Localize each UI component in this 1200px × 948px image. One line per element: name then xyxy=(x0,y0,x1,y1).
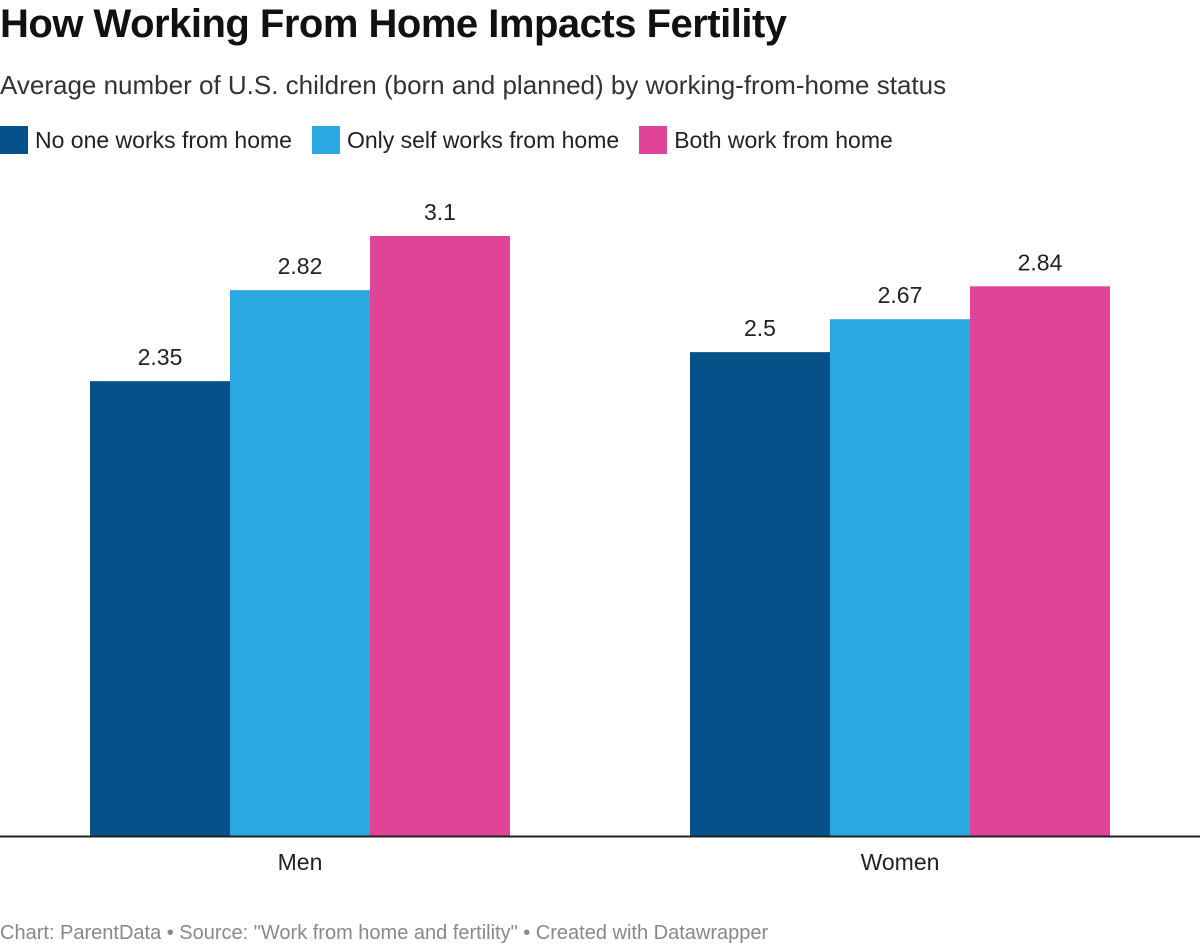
legend-swatch-both xyxy=(639,126,668,154)
x-tick-label-women: Women xyxy=(861,849,940,875)
legend-swatch-no-one xyxy=(0,126,28,154)
x-tick-label-men: Men xyxy=(278,849,323,875)
legend-label-both: Both work from home xyxy=(674,126,893,153)
bar-men-no-one-works-from-home xyxy=(90,381,230,836)
chart-footer: Chart: ParentData • Source: "Work from h… xyxy=(0,922,769,944)
legend-item-only-self: Only self works from home xyxy=(311,126,620,154)
legend-label-no-one: No one works from home xyxy=(35,126,292,153)
legend-item-no-one: No one works from home xyxy=(0,126,292,154)
data-label-women-no-one-works-from-home: 2.5 xyxy=(744,315,776,341)
bar-women-no-one-works-from-home xyxy=(690,352,830,836)
data-label-men-both-work-from-home: 3.1 xyxy=(424,199,456,225)
bar-men-only-self-works-from-home xyxy=(230,290,370,836)
legend-label-only-self: Only self works from home xyxy=(346,126,620,153)
bar-women-both-work-from-home xyxy=(970,286,1110,836)
legend: No one works from home Only self works f… xyxy=(0,126,913,154)
bar-chart: 2.35 2.82 3.1 Men 2.5 2.67 2.84 Women xyxy=(0,199,1200,875)
bar-men-both-work-from-home xyxy=(370,236,510,836)
data-label-women-both-work-from-home: 2.84 xyxy=(1018,249,1063,275)
data-label-women-only-self-works-from-home: 2.67 xyxy=(878,282,923,308)
bar-women-only-self-works-from-home xyxy=(830,319,970,836)
legend-swatch-only-self xyxy=(311,126,340,154)
data-label-men-no-one-works-from-home: 2.35 xyxy=(138,344,183,370)
chart-subtitle: Average number of U.S. children (born an… xyxy=(0,70,947,100)
chart-title: How Working From Home Impacts Fertility xyxy=(0,2,787,46)
data-label-men-only-self-works-from-home: 2.82 xyxy=(278,253,323,279)
legend-item-both: Both work from home xyxy=(639,126,893,154)
